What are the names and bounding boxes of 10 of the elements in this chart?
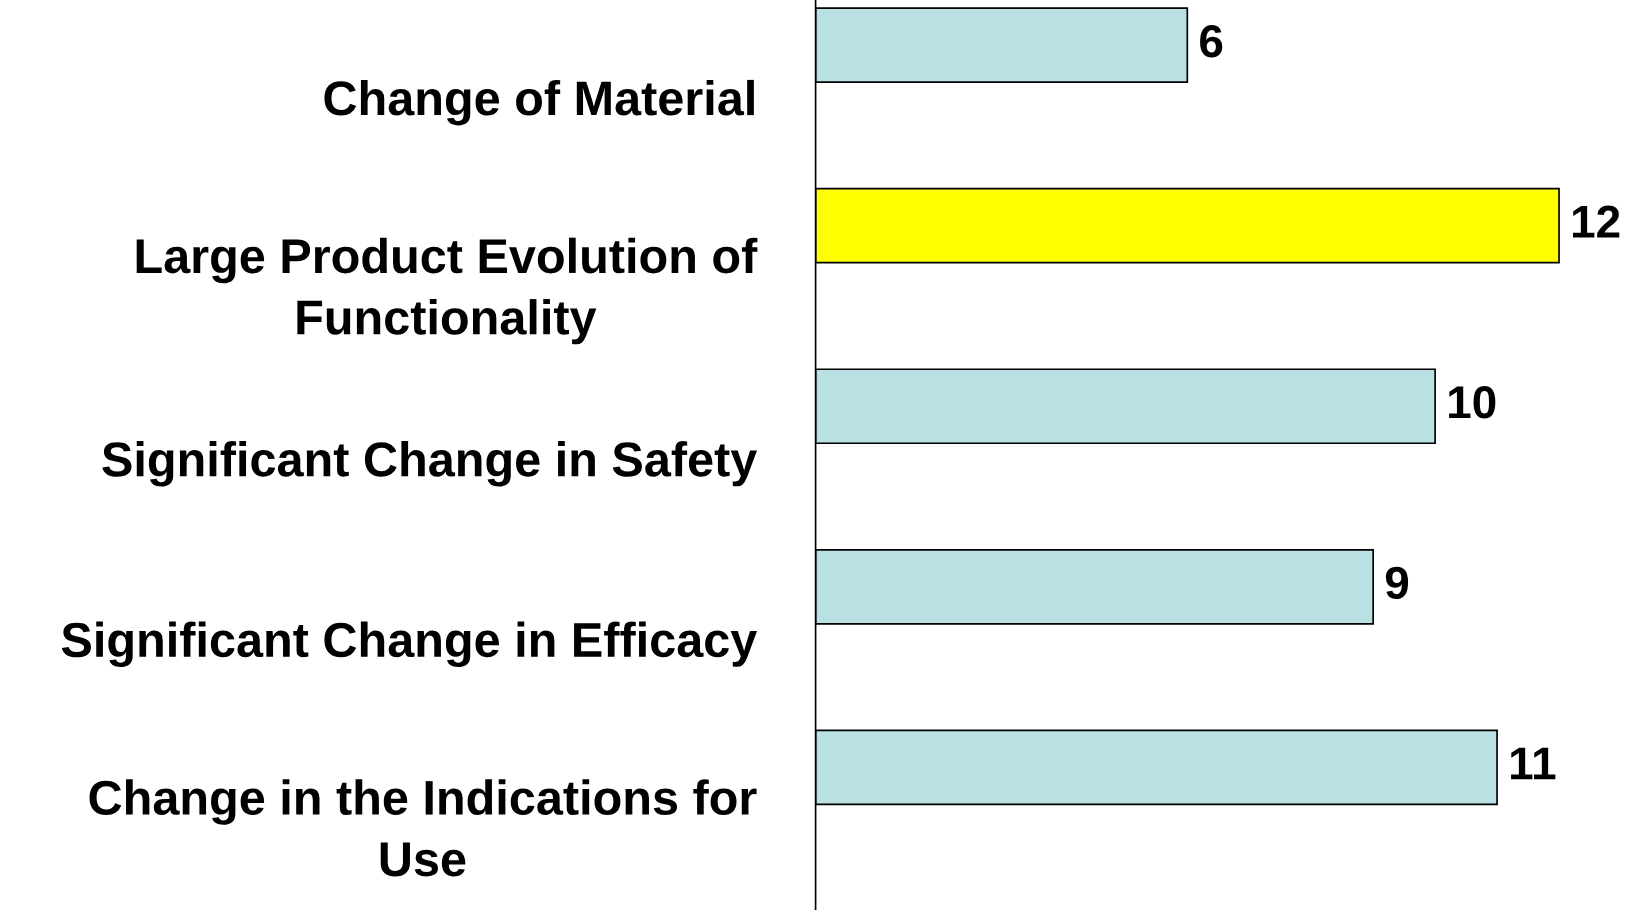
data-label: 9 bbox=[1385, 566, 1409, 600]
y-tick-label: Significant Change in Efficacy bbox=[61, 621, 758, 668]
data-label: 11 bbox=[1511, 747, 1556, 780]
data-label: 10 bbox=[1449, 386, 1496, 419]
y-tick-label: Large Product Evolution of Functionality bbox=[136, 237, 758, 345]
data-label: 6 bbox=[1200, 24, 1223, 58]
y-tick-label: Significant Change in Safety bbox=[102, 441, 758, 487]
y-tick-label: Change of Material bbox=[324, 79, 754, 126]
y-tick-label: Change in the Indications for Use bbox=[89, 779, 757, 877]
data-label: 12 bbox=[1573, 205, 1620, 238]
